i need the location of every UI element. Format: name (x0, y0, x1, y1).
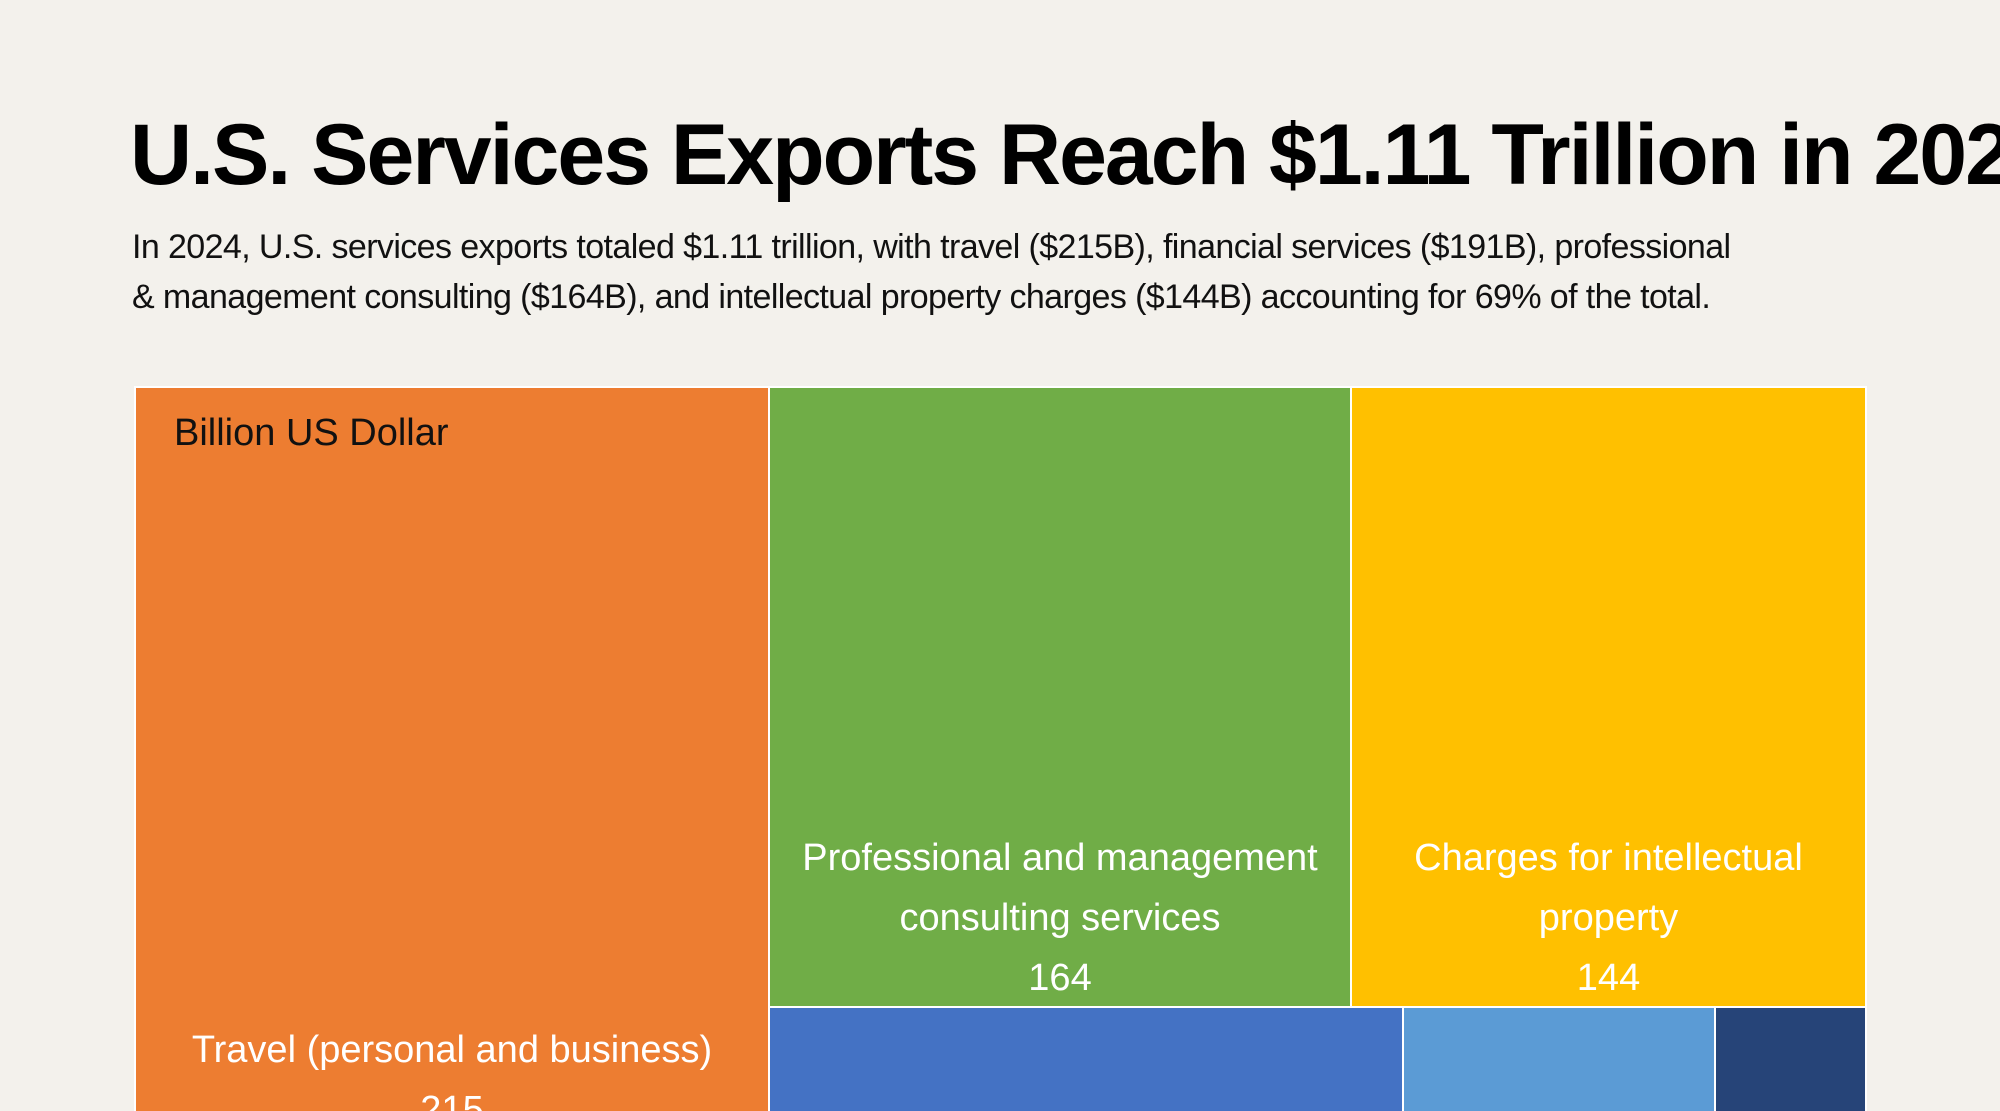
treemap-tile-professional-consulting: Professional and management consulting s… (768, 386, 1352, 1008)
treemap-tile-light-blue (1402, 1006, 1716, 1111)
subtitle-line-2: & management consulting ($164B), and int… (132, 278, 1711, 316)
treemap-tile-blue (768, 1006, 1404, 1111)
unit-label: Billion US Dollar (174, 412, 449, 454)
tile-value-professional-consulting: 164 (1028, 957, 1092, 999)
tile-name-travel: Travel (personal and business) (191, 1029, 713, 1071)
treemap-tile-intellectual-property: Charges for intellectual property 144 (1350, 386, 1867, 1008)
tile-value-intellectual-property: 144 (1576, 957, 1641, 999)
treemap-chart: Billion US Dollar Travel (personal and b… (134, 386, 1867, 1111)
tile-label-intellectual-property: Charges for intellectual property 144 (1352, 828, 1865, 1006)
tile-name-intellectual-property: Charges for intellectual property (1414, 837, 1803, 939)
tile-name-professional-consulting: Professional and management consulting s… (802, 837, 1318, 939)
treemap-tile-travel: Billion US Dollar Travel (personal and b… (134, 386, 770, 1111)
chart-title: U.S. Services Exports Reach $1.11 Trilli… (130, 107, 2000, 203)
treemap-tile-dark-blue (1714, 1006, 1867, 1111)
tile-label-travel: Travel (personal and business) 215 (136, 1020, 768, 1111)
chart-subtitle: In 2024, U.S. services exports totaled $… (132, 222, 1872, 322)
tile-label-professional-consulting: Professional and management consulting s… (770, 828, 1350, 1006)
subtitle-line-1: In 2024, U.S. services exports totaled $… (132, 228, 1731, 266)
tile-value-travel: 215 (420, 1089, 484, 1111)
